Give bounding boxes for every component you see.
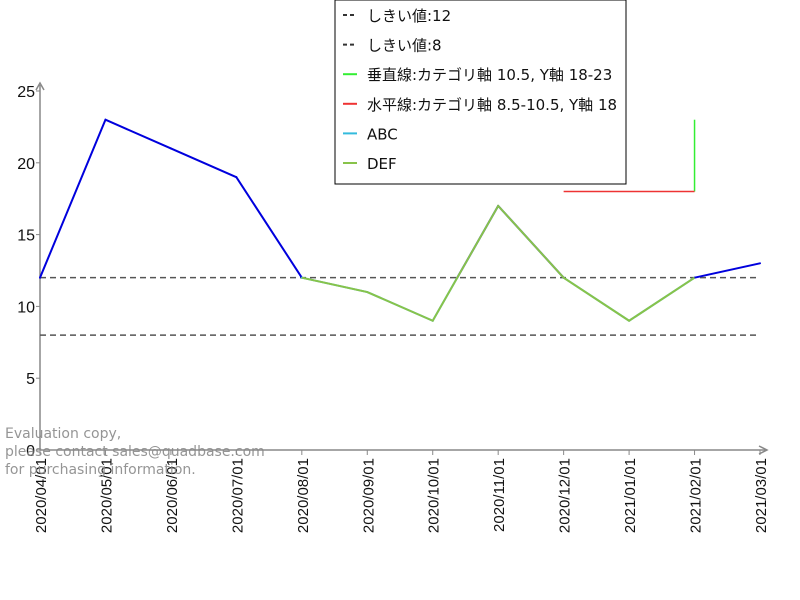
x-tick-label: 2021/03/01 [753, 458, 770, 533]
y-tick-label: 20 [17, 156, 35, 173]
legend-label: ABC [367, 125, 398, 143]
series-line-def [301, 204, 696, 323]
watermark-line: Evaluation copy, [5, 426, 122, 442]
x-tick-label: 2020/08/01 [295, 458, 312, 533]
x-axis-arrow [758, 445, 769, 455]
y-tick-label: 5 [26, 371, 35, 388]
watermark-line: for purchasing information. [5, 462, 196, 478]
data-series [39, 118, 761, 323]
y-axis-arrow [35, 81, 45, 91]
x-tick-label: 2020/09/01 [360, 458, 377, 533]
legend-label: 垂直線:カテゴリ軸 10.5, Y軸 18-23 [367, 66, 612, 84]
tick-labels: 0 5 10 15 20 25 2020/04/01 2020/05/01 2020/06/01… [17, 84, 770, 533]
legend-label: しきい値:8 [367, 37, 442, 55]
reference-lines [40, 119, 760, 336]
x-tick-label: 2020/07/01 [229, 458, 246, 533]
y-tick-label: 25 [17, 84, 35, 101]
x-tick-label: 2021/01/01 [622, 458, 639, 533]
y-tick-label: 0 [26, 443, 35, 460]
series-line-segment [104, 118, 172, 150]
y-tick-label: 15 [17, 228, 35, 245]
legend: しきい値:12 しきい値:8 垂直線:カテゴリ軸 10.5, Y軸 18-23 水平線… [334, 0, 627, 185]
x-tick-label: 2020/06/01 [164, 458, 181, 533]
series-line-segment [39, 118, 107, 279]
series-line-segment [693, 262, 761, 279]
evaluation-watermark: Evaluation copy, please contact sales@qu… [5, 425, 305, 479]
watermark-line: please contact sales@quadbase.com [5, 444, 265, 460]
legend-box [334, 0, 627, 185]
y-tick-label: 10 [17, 299, 35, 316]
legend-label: 水平線:カテゴリ軸 8.5-10.5, Y軸 18 [367, 96, 617, 114]
series-line-segment [235, 176, 303, 279]
legend-label: しきい値:12 [367, 7, 451, 25]
x-tick-label: 2020/10/01 [426, 458, 443, 533]
legend-label: DEF [367, 155, 397, 173]
x-tick-label: 2020/05/01 [98, 458, 115, 533]
x-tick-label: 2020/04/01 [33, 458, 50, 533]
x-tick-label: 2020/11/01 [491, 458, 508, 532]
x-tick-label: 2021/02/01 [688, 458, 705, 533]
series-line-segment [169, 147, 238, 179]
axes [35, 81, 769, 455]
x-tick-label: 2020/12/01 [557, 458, 574, 533]
